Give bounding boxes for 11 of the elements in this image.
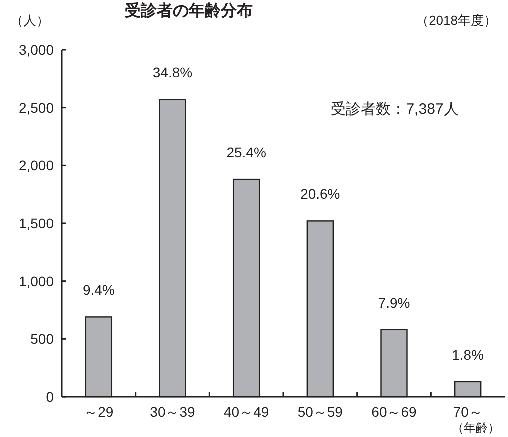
- xlabel: （年齢）: [452, 421, 500, 435]
- annotation: 1.8%: [452, 346, 484, 363]
- annotation: 受診者数：7,387人: [331, 101, 459, 118]
- title: 受診者の年齢分布: [125, 3, 253, 20]
- annotation: 7.9%: [378, 294, 410, 311]
- annotation: 34.8%: [152, 64, 193, 81]
- annotation: （2018年度）: [416, 13, 497, 28]
- annotation: 25.4%: [226, 144, 266, 161]
- annotation: 9.4%: [82, 282, 115, 298]
- ylabel: （人）: [10, 13, 50, 28]
- annotation: 20.6%: [300, 186, 340, 202]
